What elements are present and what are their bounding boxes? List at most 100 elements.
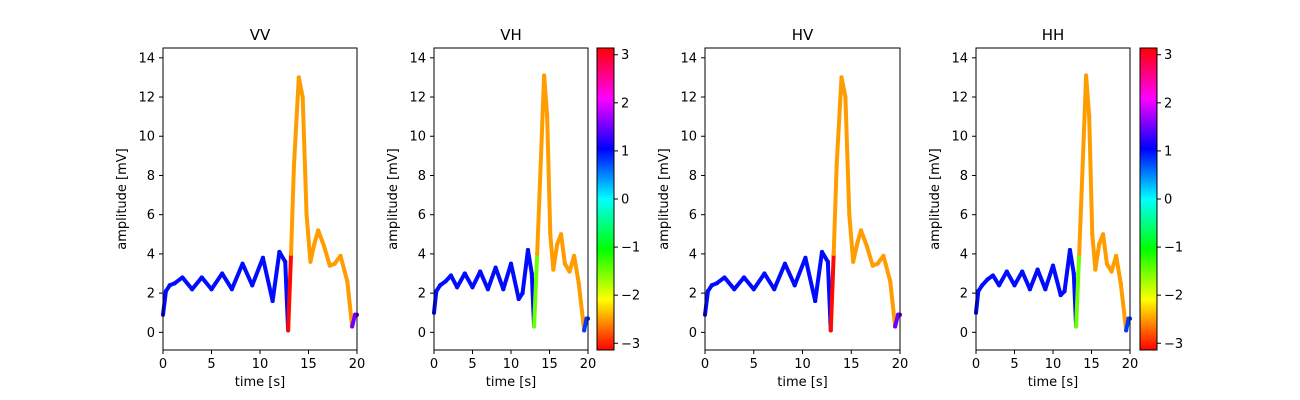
data-point <box>1004 269 1009 274</box>
series-segment <box>525 247 534 276</box>
data-point <box>209 287 214 292</box>
data-point <box>240 261 245 266</box>
x-tick-label: 0 <box>159 357 167 372</box>
data-point <box>1062 289 1067 294</box>
colorbar-tick-label: 2 <box>621 96 629 111</box>
y-axis-label: amplitude [mV] <box>928 148 943 250</box>
y-tick-label: 6 <box>960 208 968 223</box>
series-segment <box>1093 242 1102 272</box>
x-tick-label: 15 <box>541 357 558 372</box>
panel-title: VH <box>500 26 522 44</box>
data-point <box>813 298 818 303</box>
y-tick-label: 10 <box>409 130 426 145</box>
series-segment <box>839 75 848 100</box>
colorbar-tick-label: −3 <box>1164 337 1183 352</box>
data-point <box>1067 247 1072 252</box>
series-segment <box>997 269 1009 288</box>
data-point <box>548 232 553 237</box>
series-segment <box>485 265 498 292</box>
data-point <box>859 228 863 233</box>
y-tick-label: 8 <box>147 169 155 184</box>
y-tick-label: 2 <box>689 287 697 302</box>
data-point <box>1051 263 1055 268</box>
y-tick-label: 14 <box>951 51 968 66</box>
series-line <box>161 75 359 333</box>
data-point <box>985 277 990 282</box>
series-segment <box>1012 269 1025 288</box>
series-segment <box>847 212 856 264</box>
series-segment <box>772 261 787 292</box>
x-tick-label: 10 <box>1045 357 1062 372</box>
series-segment <box>762 271 777 292</box>
y-tick-label: 10 <box>138 130 155 145</box>
y-tick-label: 4 <box>689 247 697 262</box>
series-segment <box>881 253 893 284</box>
series-segment <box>1114 253 1123 286</box>
colorbar-gradient <box>1139 47 1158 351</box>
series-segment <box>1035 267 1048 292</box>
y-tick-label: 14 <box>409 51 426 66</box>
data-point <box>1081 153 1086 158</box>
x-tick-label: 20 <box>580 357 597 372</box>
plot-area <box>705 48 900 350</box>
data-point <box>520 291 525 296</box>
colorbar-gradient <box>596 47 615 351</box>
x-tick-label: 20 <box>892 357 909 372</box>
y-tick-label: 0 <box>689 326 697 341</box>
series-segment <box>1020 269 1032 292</box>
data-point <box>751 287 756 292</box>
data-point <box>772 287 777 292</box>
y-tick-label: 4 <box>418 247 426 262</box>
x-tick-label: 15 <box>843 357 860 372</box>
panel-title: HH <box>1042 26 1065 44</box>
series-segment <box>291 75 301 168</box>
data-point <box>199 275 204 280</box>
plot-area <box>163 48 357 350</box>
data-point <box>825 259 830 264</box>
x-axis-label: time [s] <box>235 375 285 390</box>
y-tick-label: 0 <box>960 326 968 341</box>
series-segment <box>220 271 234 292</box>
series-segment <box>576 281 587 333</box>
data-point <box>870 263 875 268</box>
data-point <box>296 75 301 80</box>
data-point <box>705 289 710 294</box>
series-segment <box>834 75 844 168</box>
series-segment <box>888 279 898 329</box>
data-point <box>485 287 490 292</box>
data-point <box>582 328 587 333</box>
data-point <box>283 259 288 264</box>
series-segment <box>782 261 797 288</box>
data-point <box>1087 114 1092 119</box>
series-segment <box>509 261 521 302</box>
x-tick-label: 20 <box>1122 357 1139 372</box>
x-tick-label: 5 <box>1010 357 1018 372</box>
data-point <box>501 287 506 292</box>
data-point <box>1012 283 1017 288</box>
series-segment <box>813 249 824 303</box>
colorbar-tick-label: 1 <box>1164 144 1172 159</box>
y-tick-label: 4 <box>960 247 968 262</box>
data-point <box>300 95 305 100</box>
data-point <box>542 73 547 78</box>
series-segment <box>792 255 808 288</box>
data-point <box>1118 281 1123 286</box>
series-segment <box>1004 269 1017 288</box>
y-tick-label: 14 <box>138 51 155 66</box>
data-point <box>316 228 321 233</box>
data-point <box>338 253 343 258</box>
data-point <box>535 251 540 256</box>
data-point <box>539 153 544 158</box>
x-tick-label: 10 <box>503 357 520 372</box>
data-point <box>980 283 985 288</box>
data-point <box>864 244 869 249</box>
data-point <box>1077 251 1082 256</box>
data-point <box>172 281 177 286</box>
data-point <box>286 328 291 333</box>
series-segment <box>1067 247 1076 276</box>
series-line <box>432 73 590 333</box>
data-point <box>345 279 350 284</box>
y-tick-label: 2 <box>147 287 155 302</box>
